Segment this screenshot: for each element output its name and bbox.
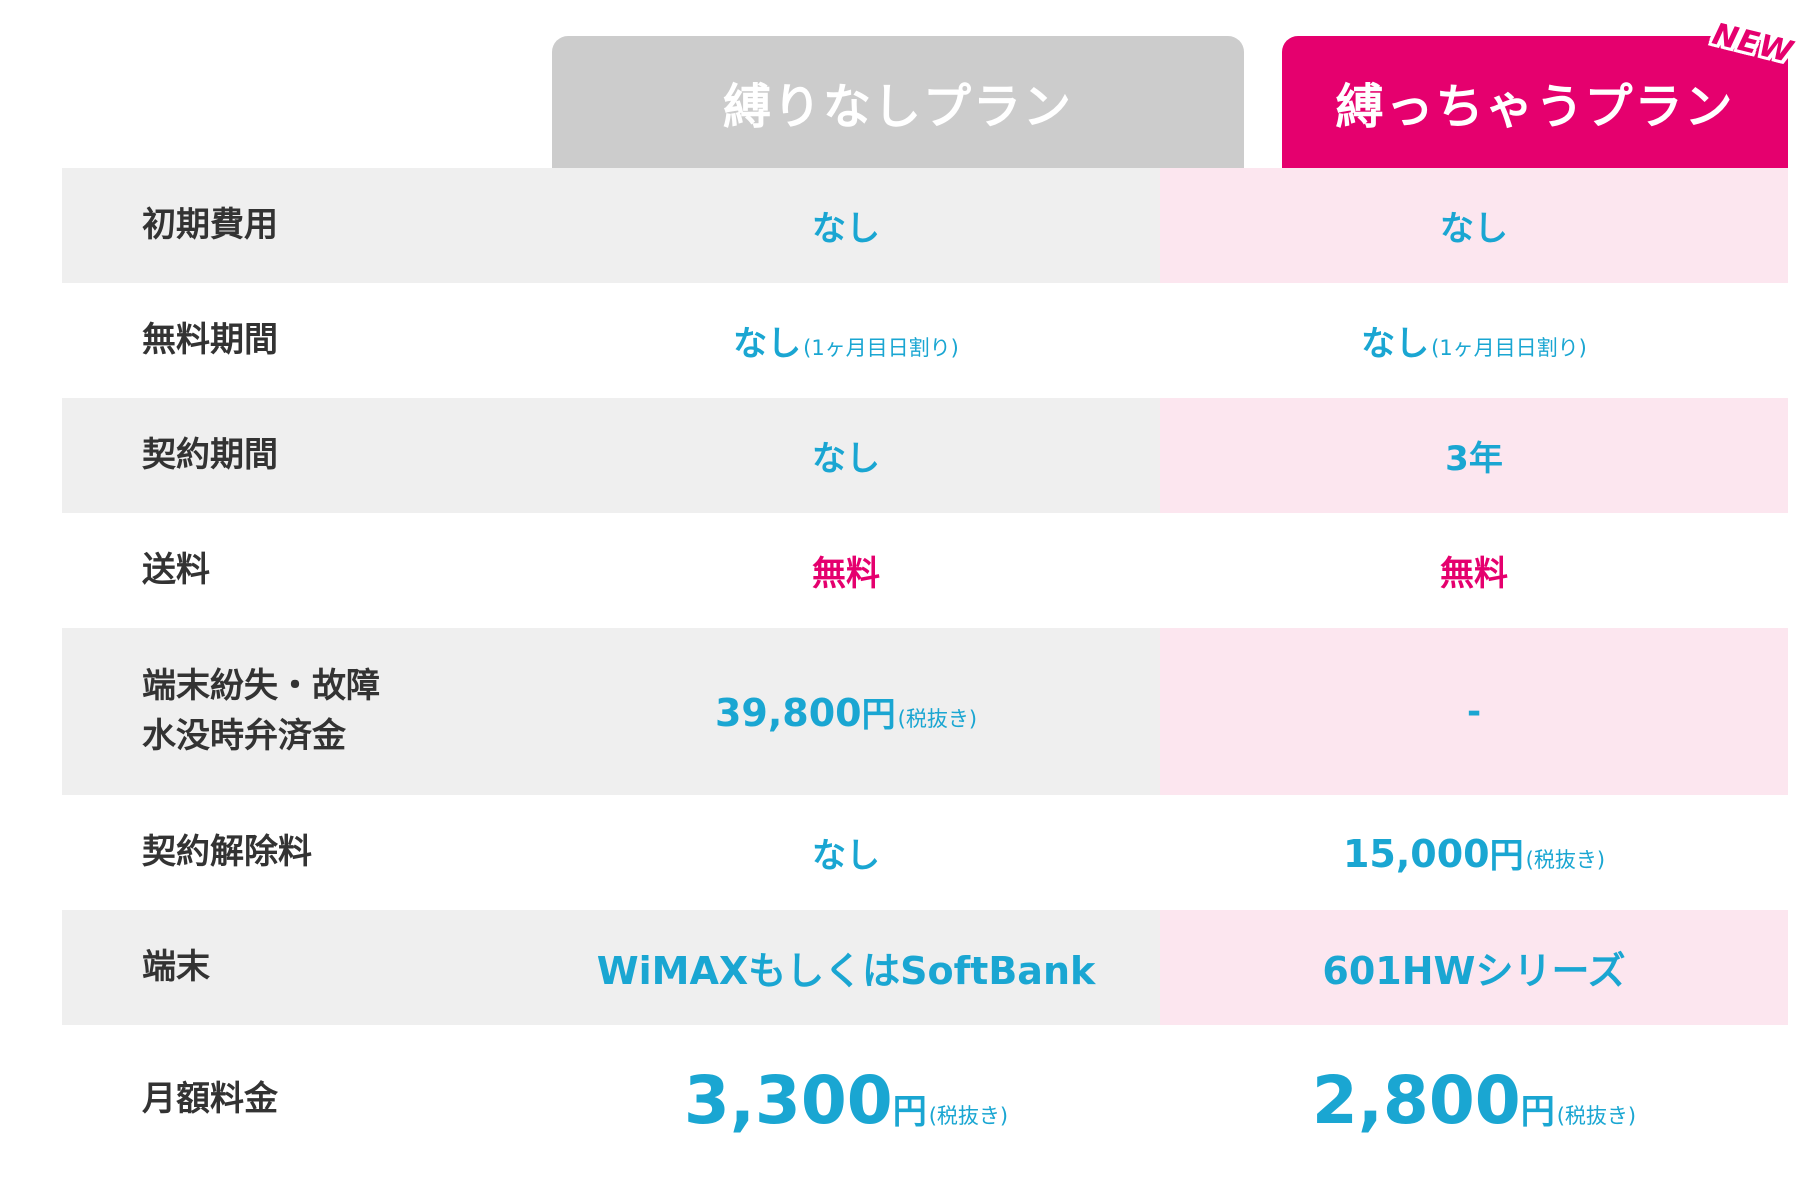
value-free: 39,800 xyxy=(714,691,862,735)
table-row-monthly-fee: 月額料金 3,300 円 (税抜き) 2,800 円 (税抜き) xyxy=(62,1025,1788,1175)
value-bind-note: (1ヶ月目日割り) xyxy=(1431,336,1587,360)
row-label-text: 端末 xyxy=(142,946,210,987)
row-label-text: 初期費用 xyxy=(142,204,278,245)
value-free: なし xyxy=(812,209,880,249)
cell-bind-plan: 15,000 円 (税抜き) xyxy=(1160,795,1788,910)
value-bind: 15,000 xyxy=(1342,832,1490,876)
row-label: 端末紛失・故障 水没時弁済金 xyxy=(62,628,532,795)
row-label: 送料 xyxy=(62,513,532,628)
value-free-note: (1ヶ月目日割り) xyxy=(803,336,959,360)
value-bind: 2,800 xyxy=(1311,1061,1521,1139)
row-label-text: 契約解除料 xyxy=(142,831,312,872)
header-bind-plan-label: 縛っちゃうプラン xyxy=(1335,79,1735,135)
table-row-initial-cost: 初期費用 なし なし xyxy=(62,168,1788,283)
row-label-text: 送料 xyxy=(142,549,210,590)
row-label: 契約解除料 xyxy=(62,795,532,910)
table-row-cancellation-fee: 契約解除料 なし 15,000 円 (税抜き) xyxy=(62,795,1788,910)
value-free-unit: 円 xyxy=(892,1091,927,1132)
row-label: 月額料金 xyxy=(62,1025,532,1175)
value-free: WiMAXもしくはSoftBank xyxy=(596,949,1096,993)
cell-free-plan: 39,800 円 (税抜き) xyxy=(532,628,1160,795)
cell-free-plan: 無料 xyxy=(532,513,1160,628)
cell-free-plan: なし xyxy=(532,795,1160,910)
value-free: なし xyxy=(812,836,880,876)
cell-bind-plan: 2,800 円 (税抜き) xyxy=(1160,1025,1788,1175)
row-label-text: 月額料金 xyxy=(142,1079,278,1120)
value-bind-unit: 円 xyxy=(1489,836,1524,876)
value-bind: なし xyxy=(1361,324,1430,364)
header-free-plan-label: 縛りなしプラン xyxy=(722,79,1073,135)
cell-bind-plan: 無料 xyxy=(1160,513,1788,628)
cell-free-plan: なし (1ヶ月目日割り) xyxy=(532,283,1160,398)
row-label-line2: 水没時弁済金 xyxy=(142,715,346,756)
value-free: なし xyxy=(733,324,802,364)
value-bind: 601HWシリーズ xyxy=(1322,949,1626,993)
value-free: なし xyxy=(812,439,880,479)
value-free-note: (税抜き) xyxy=(897,707,978,731)
header-free-plan: 縛りなしプラン xyxy=(552,36,1244,168)
value-bind-unit: 円 xyxy=(1520,1091,1555,1132)
cell-bind-plan: - xyxy=(1160,628,1788,795)
table-row-shipping: 送料 無料 無料 xyxy=(62,513,1788,628)
value-bind: 無料 xyxy=(1440,554,1508,594)
value-free: 無料 xyxy=(812,554,880,594)
value-bind-note: (税抜き) xyxy=(1525,848,1606,872)
table-row-contract-period: 契約期間 なし 3年 xyxy=(62,398,1788,513)
row-label-text: 契約期間 xyxy=(142,434,278,475)
cell-bind-plan: 601HWシリーズ xyxy=(1160,910,1788,1025)
header-bind-plan: 縛っちゃうプラン xyxy=(1282,36,1788,168)
value-bind: なし xyxy=(1440,209,1508,249)
cell-free-plan: WiMAXもしくはSoftBank xyxy=(532,910,1160,1025)
value-bind: - xyxy=(1466,691,1482,732)
row-label: 初期費用 xyxy=(62,168,532,283)
value-bind-note: (税抜き) xyxy=(1556,1103,1637,1128)
cell-free-plan: なし xyxy=(532,398,1160,513)
row-label: 契約期間 xyxy=(62,398,532,513)
cell-free-plan: なし xyxy=(532,168,1160,283)
cell-bind-plan: なし (1ヶ月目日割り) xyxy=(1160,283,1788,398)
cell-free-plan: 3,300 円 (税抜き) xyxy=(532,1025,1160,1175)
row-label: 無料期間 xyxy=(62,283,532,398)
row-label-text: 無料期間 xyxy=(142,319,278,360)
table-row-device-compensation: 端末紛失・故障 水没時弁済金 39,800 円 (税抜き) - xyxy=(62,628,1788,795)
row-label: 端末 xyxy=(62,910,532,1025)
comparison-table: 初期費用 なし なし 無料期間 なし (1ヶ月目日割り) なし (1ヶ月目日割り… xyxy=(62,168,1788,1175)
value-free-unit: 円 xyxy=(861,695,896,735)
value-free-note: (税抜き) xyxy=(928,1103,1009,1128)
row-label-line1: 端末紛失・故障 xyxy=(142,666,380,707)
table-row-device: 端末 WiMAXもしくはSoftBank 601HWシリーズ xyxy=(62,910,1788,1025)
cell-bind-plan: 3年 xyxy=(1160,398,1788,513)
value-free: 3,300 xyxy=(683,1061,893,1139)
table-row-free-period: 無料期間 なし (1ヶ月目日割り) なし (1ヶ月目日割り) xyxy=(62,283,1788,398)
cell-bind-plan: なし xyxy=(1160,168,1788,283)
value-bind: 3年 xyxy=(1445,439,1503,479)
